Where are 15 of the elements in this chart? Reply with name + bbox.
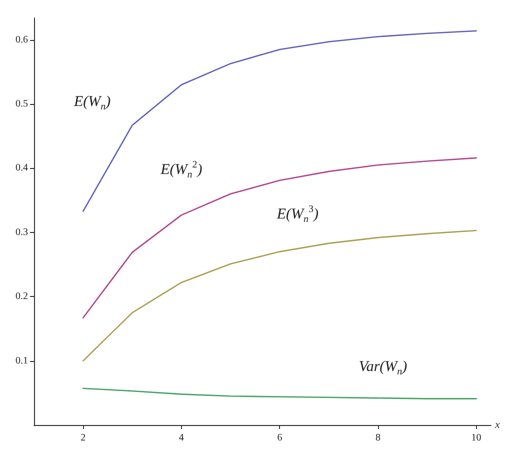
x-tick-label: 2 [80, 432, 86, 444]
y-tick-label: 0.2 [16, 291, 28, 302]
y-tick-label: 0.6 [16, 34, 28, 46]
x-axis-title: x [494, 419, 500, 431]
line-series [82, 388, 477, 400]
x-tick-label: 6 [277, 432, 282, 444]
x-tick-label: 8 [375, 432, 380, 444]
y-tick-label: 0.1 [16, 355, 28, 366]
y-tick-label: 0.3 [16, 226, 28, 238]
x-tick-label: 4 [178, 432, 184, 444]
line-series [82, 157, 477, 318]
y-tick-label: 0.4 [16, 162, 28, 174]
y-tick-label: 0.5 [16, 98, 28, 110]
x-tick-label: 10 [471, 432, 482, 444]
line-series [82, 230, 477, 362]
